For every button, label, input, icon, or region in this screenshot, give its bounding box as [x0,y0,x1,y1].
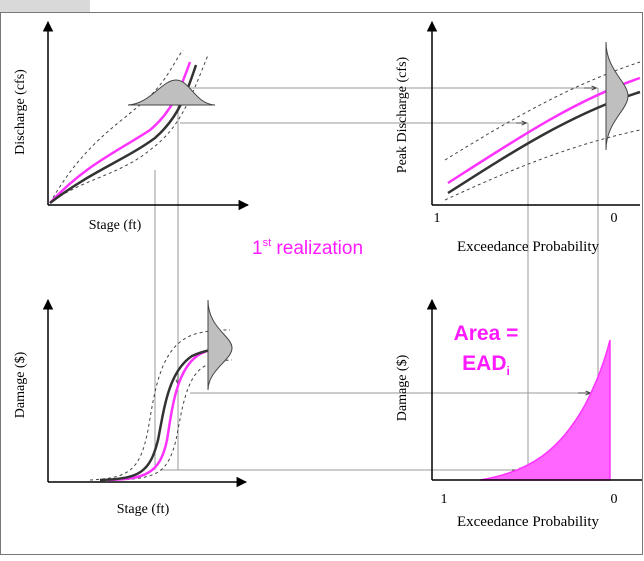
lower-bound-curve [444,129,641,201]
y-axis-label: Damage ($) [13,351,28,418]
x-axis-label: Stage (ft) [117,502,170,517]
guide-arrowheads [178,88,596,470]
y-axis-label: Peak Discharge (cfs) [395,56,410,173]
panel-frequency-curve: Peak Discharge (cfs) 1 0 Exceedance Prob… [395,20,641,255]
x-tick-0: 0 [611,211,618,226]
x-axis-label: Stage (ft) [89,218,142,233]
upper-bound-curve [444,61,641,161]
x-tick-0: 0 [611,492,618,507]
upper-bound-curve [49,49,184,204]
y-axis-label: Damage ($) [395,354,410,421]
panel-damage-curve: Damage ($) Stage (ft) [13,298,248,517]
y-axis-label: Discharge (cfs) [13,69,28,155]
panel-damage-frequency: Damage ($) 1 0 Exceedance Probability Ar… [395,298,642,530]
distribution-shape [127,79,216,106]
x-tick-1: 1 [434,211,441,226]
distribution-shape [207,299,233,391]
panel-rating-curve: Discharge (cfs) Stage (ft) [13,20,250,233]
realization-label: 1st realization [252,237,363,259]
corner-tab [0,0,90,12]
ead-area [479,339,611,481]
x-axis-label: Exceedance Probability [457,239,600,255]
area-label-line2: EADi [462,352,510,378]
outer-border [0,12,643,555]
guide-lines [154,87,599,480]
lower-bound-curve [119,359,233,481]
x-axis-label: Exceedance Probability [457,514,600,530]
distribution-shape [605,41,629,151]
upper-bound-curve [89,329,231,481]
area-label-line1: Area = [454,322,519,345]
x-tick-1: 1 [441,492,448,507]
